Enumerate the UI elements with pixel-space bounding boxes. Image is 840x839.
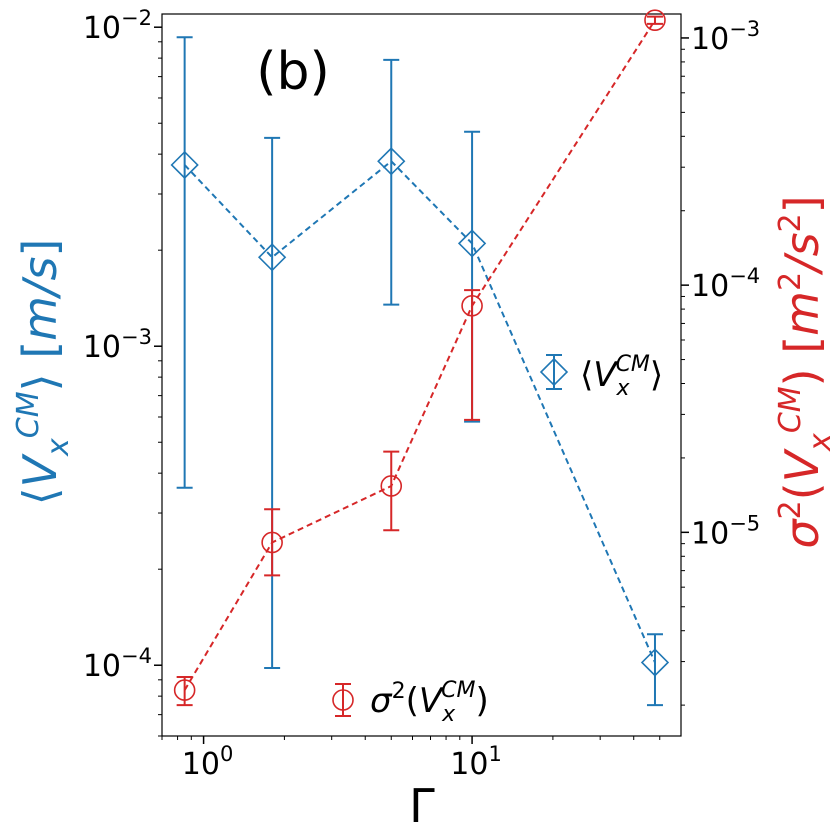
x-axis-ticks: 100 101 — [161, 736, 661, 782]
plot-area-frame — [161, 13, 682, 737]
y-right-tick-label: 10−3 — [691, 17, 760, 57]
legend-entry-mean: ⟨VxCM⟩ — [539, 352, 663, 401]
series-mean-point — [257, 243, 287, 272]
series-mean-point — [457, 229, 487, 258]
y-left-tick-label: 10−3 — [83, 325, 152, 365]
x-tick-label: 100 — [182, 742, 234, 782]
y-right-tick-label: 10−4 — [691, 264, 760, 304]
series-variance-point — [461, 294, 483, 317]
series-variance-point — [261, 531, 283, 554]
legend-mean-diamond-marker — [539, 357, 569, 387]
x-axis-label: Γ — [409, 779, 435, 833]
y-left-tick-label: 10−2 — [83, 6, 152, 46]
x-tick-label: 101 — [450, 742, 502, 782]
y-right-tick-label: 10−5 — [691, 511, 760, 551]
series-variance-point — [644, 9, 666, 31]
y-left-axis-label: ⟨VxCM⟩ [m/s] — [11, 239, 76, 506]
series-mean-point — [377, 147, 406, 176]
legend-entry-variance: σ2(VxCM) — [332, 678, 489, 727]
series-mean-point — [640, 648, 670, 677]
right-axis-ticks: 10−5 10−4 10−3 — [681, 17, 760, 706]
legend-variance-label: σ2(VxCM) — [370, 678, 489, 727]
y-right-axis-label: σ2(VxCM) [m2/s2] — [773, 195, 838, 548]
series-variance-point — [380, 475, 403, 497]
legend-variance-circle-marker — [332, 689, 354, 711]
panel-label: (b) — [256, 42, 330, 102]
left-axis-ticks: 10−4 10−3 10−2 — [83, 6, 162, 737]
series-layer — [170, 9, 670, 707]
series-variance-point — [173, 679, 196, 701]
series-mean-point — [170, 150, 199, 180]
legend-mean-label: ⟨VxCM⟩ — [580, 352, 663, 401]
y-left-tick-label: 10−4 — [83, 644, 152, 684]
series-mean-line — [183, 159, 656, 663]
